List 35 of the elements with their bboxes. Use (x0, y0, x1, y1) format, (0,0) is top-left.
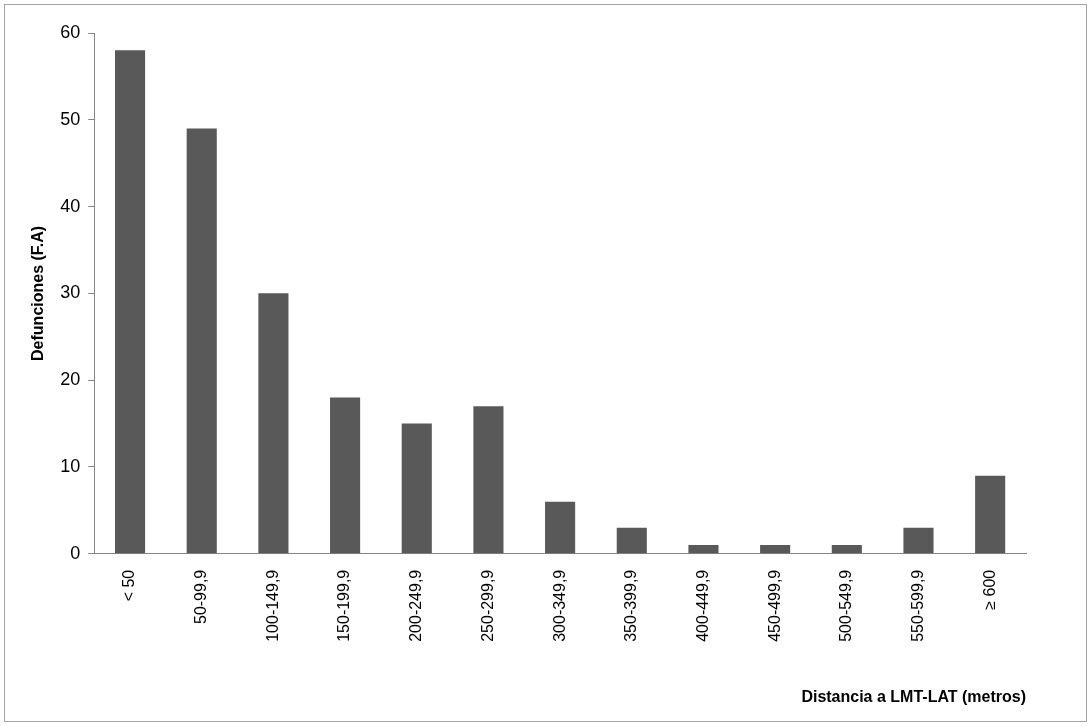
y-tick-label: 10 (60, 455, 81, 476)
x-tick-label: 500-549,9 (837, 569, 855, 642)
bar (831, 545, 862, 554)
x-axis-title: Distancia a LMT-LAT (metros) (801, 687, 1026, 705)
bar (186, 128, 217, 554)
bar (258, 293, 289, 554)
y-tick-label: 50 (60, 108, 81, 129)
y-tick-label: 0 (70, 542, 81, 563)
x-tick-label: 100-149,9 (263, 569, 281, 642)
x-tick-label: 350-399,9 (622, 569, 640, 642)
bar (760, 545, 791, 554)
bar (115, 50, 146, 554)
bar (473, 406, 504, 554)
x-tick-label: 50-99,9 (192, 569, 210, 624)
x-tick-label: < 50 (120, 569, 138, 602)
y-axis-title: Defunciones (F.A) (29, 225, 47, 361)
y-tick-label: 20 (60, 369, 81, 390)
x-tick-label: 250-299,9 (478, 569, 496, 642)
x-tick-label: ≥ 600 (980, 569, 998, 610)
bar (401, 423, 432, 554)
bar (975, 475, 1006, 554)
x-tick-label: 550-599,9 (908, 569, 926, 642)
x-tick-label: 300-349,9 (550, 569, 568, 642)
bar (688, 545, 719, 554)
x-tick-label: 450-499,9 (765, 569, 783, 642)
bar (903, 527, 934, 554)
x-tick-label: 200-249,9 (407, 569, 425, 642)
bar (616, 527, 647, 554)
x-tick-label: 150-199,9 (335, 569, 353, 642)
bar (545, 501, 576, 554)
x-tick-label: 400-449,9 (693, 569, 711, 642)
y-tick-label: 30 (60, 282, 81, 303)
y-tick-label: 60 (60, 21, 81, 42)
y-tick-label: 40 (60, 195, 81, 216)
bar (330, 397, 361, 554)
